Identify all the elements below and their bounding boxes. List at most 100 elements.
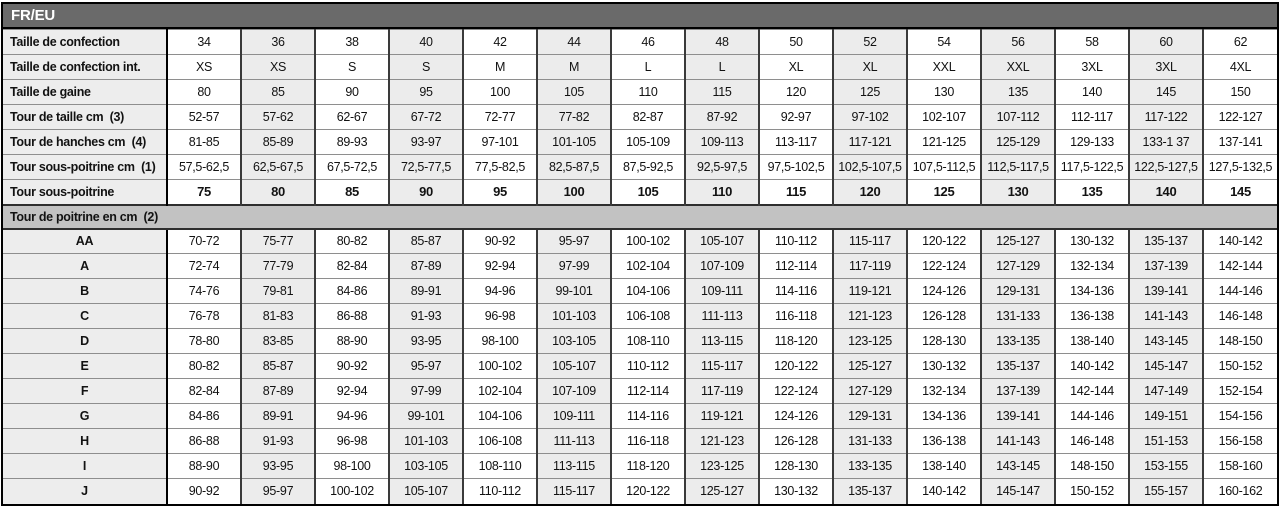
cup-size-label: I	[3, 453, 168, 479]
cup-size-label: B	[3, 278, 168, 304]
size-cell: 58	[1054, 29, 1129, 55]
size-cell: 60	[1128, 29, 1203, 55]
size-cell: 106-108	[610, 303, 685, 329]
size-cell: 36	[240, 29, 315, 55]
size-cell: 150-152	[1202, 353, 1277, 379]
cup-size-label: AA	[3, 228, 168, 254]
size-cell: 77-79	[240, 253, 315, 279]
size-cell: 129-131	[980, 278, 1055, 304]
size-cell: 91-93	[240, 428, 315, 454]
size-cell: 95-97	[388, 353, 463, 379]
size-cell: 116-118	[610, 428, 685, 454]
size-cell: 130-132	[1054, 228, 1129, 254]
size-cell: 112,5-117,5	[980, 154, 1055, 180]
size-cell: 137-139	[1128, 253, 1203, 279]
size-cell: 145-147	[1128, 353, 1203, 379]
size-cell: 117-119	[684, 378, 759, 404]
table-row: Taille de confection int. XS XS S S M M L L XL XL X…	[3, 54, 1277, 80]
size-cell: 130	[906, 79, 981, 105]
size-cell: 84-86	[166, 403, 241, 429]
size-cell: 80	[240, 179, 315, 205]
table-header-title: FR/EU	[11, 7, 56, 24]
size-cell: 115	[684, 79, 759, 105]
size-cell: 85	[240, 79, 315, 105]
size-cell: 122-127	[1202, 104, 1277, 130]
size-cell: 90	[314, 79, 389, 105]
size-cell: 150	[1202, 79, 1277, 105]
table-row: G 84-86 89-91 94-96 99-101 104-106 109-111 114-…	[3, 403, 1277, 429]
size-cell: 93-97	[388, 129, 463, 155]
size-cell: 109-113	[684, 129, 759, 155]
size-cell: 97-101	[462, 129, 537, 155]
size-cell: L	[684, 54, 759, 80]
size-cell: 105-107	[684, 228, 759, 254]
size-cell: 135	[1054, 179, 1129, 205]
size-cell: 85-87	[240, 353, 315, 379]
size-cell: 93-95	[240, 453, 315, 479]
size-cell: 57,5-62,5	[166, 154, 241, 180]
size-cell: 105	[536, 79, 611, 105]
size-cell: 103-105	[536, 328, 611, 354]
size-cell: 105	[610, 179, 685, 205]
size-cell: 147-149	[1128, 378, 1203, 404]
size-cell: 112-117	[1054, 104, 1129, 130]
size-cell: 110-112	[758, 228, 833, 254]
size-cell: 78-80	[166, 328, 241, 354]
table-row: B 74-76 79-81 84-86 89-91 94-96 99-101 104-106 1…	[3, 278, 1277, 304]
size-cell: 130-132	[758, 478, 833, 504]
size-cell: 144-146	[1054, 403, 1129, 429]
size-cell: 129-133	[1054, 129, 1129, 155]
table-row: Tour sous-poitrine 75 80 85 90 95 100 105 110 115…	[3, 179, 1277, 205]
size-cell: 87,5-92,5	[610, 154, 685, 180]
size-cell: 107-109	[536, 378, 611, 404]
size-cell: 100	[536, 179, 611, 205]
size-cell: 150-152	[1054, 478, 1129, 504]
size-cell: 40	[388, 29, 463, 55]
size-cell: 148-150	[1054, 453, 1129, 479]
size-cell: 125	[832, 79, 907, 105]
size-cell: 113-115	[684, 328, 759, 354]
size-cell: 98-100	[462, 328, 537, 354]
size-cell: 133-135	[980, 328, 1055, 354]
size-cell: 77-82	[536, 104, 611, 130]
section-header-label: Tour de poitrine en cm (2)	[3, 203, 1277, 230]
table-row: Taille de confection 34 36 38 40 42 44 46 48 50 52…	[3, 29, 1277, 55]
size-cell: 160-162	[1202, 478, 1277, 504]
size-cell: 106-108	[462, 428, 537, 454]
size-cell: 120-122	[758, 353, 833, 379]
size-cell: 117-122	[1128, 104, 1203, 130]
size-cell: 152-154	[1202, 378, 1277, 404]
size-cell: 87-92	[684, 104, 759, 130]
cup-size-label: J	[3, 478, 168, 504]
size-cell: XXL	[906, 54, 981, 80]
size-cell: 116-118	[758, 303, 833, 329]
size-cell: 117-121	[832, 129, 907, 155]
size-cell: 120	[758, 79, 833, 105]
size-cell: 149-151	[1128, 403, 1203, 429]
size-cell: 76-78	[166, 303, 241, 329]
size-cell: 115-117	[684, 353, 759, 379]
size-cell: XXL	[980, 54, 1055, 80]
size-cell: 135	[980, 79, 1055, 105]
size-cell: 82-84	[166, 378, 241, 404]
size-cell: 100-102	[462, 353, 537, 379]
size-cell: 84-86	[314, 278, 389, 304]
size-cell: 110-112	[462, 478, 537, 504]
table-row: E 80-82 85-87 90-92 95-97 100-102 105-107 110-1…	[3, 353, 1277, 379]
size-cell: 131-133	[980, 303, 1055, 329]
size-cell: 75-77	[240, 228, 315, 254]
size-cell: 92-94	[462, 253, 537, 279]
size-cell: L	[610, 54, 685, 80]
size-cell: 99-101	[536, 278, 611, 304]
size-cell: 123-125	[684, 453, 759, 479]
size-cell: 95	[388, 79, 463, 105]
size-cell: 67-72	[388, 104, 463, 130]
size-table-body: Taille de confection 34 36 38 40 42 44 46 48 50 52…	[3, 29, 1277, 504]
table-row: I 88-90 93-95 98-100 103-105 108-110 113-115 11…	[3, 453, 1277, 479]
size-cell: 112-114	[610, 378, 685, 404]
size-cell: 137-139	[980, 378, 1055, 404]
size-cell: 127,5-132,5	[1202, 154, 1277, 180]
size-cell: 120-122	[610, 478, 685, 504]
size-cell: 105-107	[536, 353, 611, 379]
size-cell: 80-82	[166, 353, 241, 379]
